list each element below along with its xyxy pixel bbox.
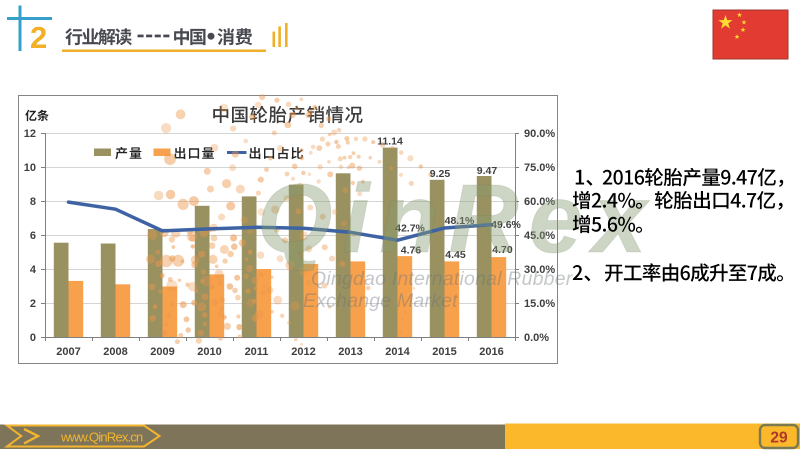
svg-text:8: 8: [30, 196, 36, 208]
svg-text:49.6%: 49.6%: [491, 219, 521, 231]
svg-text:2013: 2013: [338, 346, 362, 358]
svg-text:2016: 2016: [479, 346, 503, 358]
svg-text:48.1%: 48.1%: [445, 215, 475, 227]
svg-text:10: 10: [24, 162, 36, 174]
svg-text:2007: 2007: [56, 346, 80, 358]
svg-text:6: 6: [30, 230, 36, 242]
svg-text:Exchange Market: Exchange Market: [303, 290, 459, 312]
svg-text:2: 2: [30, 20, 47, 55]
svg-text:29: 29: [770, 430, 788, 447]
svg-text:www.QinRex.cn: www.QinRex.cn: [60, 430, 143, 445]
svg-text:90.0%: 90.0%: [524, 128, 555, 140]
svg-text:2010: 2010: [197, 346, 221, 358]
svg-text:45.0%: 45.0%: [524, 230, 555, 242]
svg-text:2014: 2014: [385, 346, 410, 358]
svg-text:2: 2: [30, 298, 36, 310]
svg-text:15.0%: 15.0%: [524, 298, 555, 310]
svg-text:2009: 2009: [150, 346, 174, 358]
svg-text:4.76: 4.76: [401, 245, 422, 257]
svg-text:75.0%: 75.0%: [524, 162, 555, 174]
svg-text:30.0%: 30.0%: [524, 264, 555, 276]
svg-text:4.70: 4.70: [492, 244, 513, 256]
svg-text:11.14: 11.14: [377, 136, 403, 148]
svg-text:2012: 2012: [291, 346, 315, 358]
svg-text:12: 12: [24, 128, 36, 140]
svg-text:Qingdao International Rubber: Qingdao International Rubber: [311, 268, 574, 290]
svg-text:4: 4: [30, 264, 37, 276]
svg-text:2008: 2008: [103, 346, 127, 358]
svg-text:9.47: 9.47: [477, 165, 498, 177]
svg-text:2015: 2015: [432, 346, 456, 358]
svg-text:0.0%: 0.0%: [524, 332, 549, 344]
svg-text:9.25: 9.25: [430, 168, 451, 180]
svg-text:0: 0: [30, 332, 36, 344]
svg-text:60.0%: 60.0%: [524, 196, 555, 208]
svg-text:4.45: 4.45: [445, 249, 466, 261]
svg-text:2011: 2011: [245, 346, 269, 358]
svg-text:42.7%: 42.7%: [395, 223, 425, 235]
